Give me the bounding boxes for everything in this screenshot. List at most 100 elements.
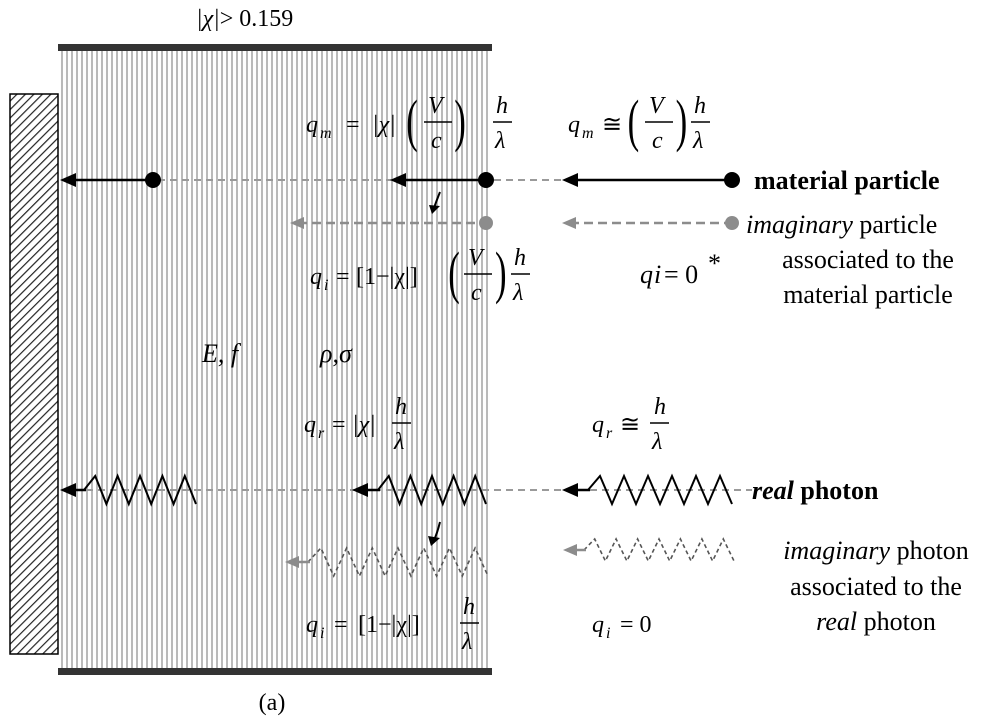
svg-text:q: q	[306, 612, 318, 638]
svg-text:q: q	[640, 260, 653, 289]
medium-slab	[58, 44, 492, 675]
svg-text:h: h	[654, 394, 666, 420]
svg-text:): )	[454, 89, 466, 153]
svg-text:h: h	[694, 93, 706, 119]
svg-text:i: i	[606, 625, 610, 642]
label-imaginary-photon-line3: real photon	[816, 607, 936, 636]
svg-text:c: c	[471, 280, 482, 306]
svg-text:*: *	[708, 249, 721, 278]
svg-text:i: i	[320, 625, 324, 642]
svg-text:(: (	[406, 89, 418, 153]
top-bar	[58, 44, 492, 51]
svg-text:q: q	[304, 412, 316, 438]
formula-qm-inside: q m = |χ| ( V c ) h λ	[306, 89, 512, 154]
imag-photon-arrowhead-outside	[563, 544, 577, 556]
svg-text:V: V	[468, 245, 485, 271]
imag-particle-dot-inside	[479, 216, 493, 230]
svg-text:(: (	[628, 89, 640, 153]
svg-text:λ: λ	[461, 629, 472, 655]
svg-text:q: q	[592, 412, 604, 438]
label-imaginary-particle-line3: material particle	[783, 280, 953, 309]
svg-text:= 0: = 0	[620, 612, 652, 638]
svg-text:[1−|χ|]: [1−|χ|]	[358, 612, 420, 638]
svg-text:h: h	[395, 394, 407, 420]
label-E-f: E, f	[201, 339, 242, 368]
svg-text:c: c	[431, 128, 442, 154]
formula-qi-photon-inside: q i = [1−|χ|] h λ	[306, 594, 479, 655]
svg-text:h: h	[463, 594, 475, 620]
svg-text:≅: ≅	[602, 112, 622, 138]
imag-photon-arrowhead-inside	[285, 556, 299, 568]
svg-text:): )	[495, 241, 507, 305]
svg-text:λ: λ	[692, 128, 703, 154]
label-imaginary-particle-line2: associated to the	[782, 245, 954, 274]
material-particle-dot-inside	[478, 172, 494, 188]
svg-text:m: m	[320, 125, 332, 142]
imag-particle-arrowhead-inside	[290, 217, 304, 229]
svg-text:h: h	[496, 93, 508, 119]
formula-qr-inside: q r = |χ| h λ	[304, 394, 411, 455]
label-imaginary-particle: imaginary particle	[746, 210, 937, 239]
label-material-particle: material particle	[754, 166, 940, 195]
svg-text:q: q	[310, 264, 322, 290]
svg-text:i: i	[654, 260, 661, 289]
svg-text:=: =	[346, 112, 360, 138]
svg-text:m: m	[582, 125, 594, 142]
svg-text:V: V	[649, 93, 666, 119]
svg-text:= 0: = 0	[664, 260, 698, 289]
hatched-wall	[9, 93, 59, 655]
photon-curl-arrowhead	[428, 536, 440, 546]
svg-text:λ: λ	[651, 429, 662, 455]
svg-text:c: c	[652, 128, 663, 154]
svg-text:q: q	[592, 612, 604, 638]
real-photon-wave-outside	[587, 473, 733, 507]
svg-text:i: i	[324, 277, 328, 294]
real-photon-arrowhead-outside	[562, 483, 578, 497]
label-real-photon: real photon	[752, 476, 879, 505]
svg-text:≅: ≅	[620, 412, 640, 438]
svg-text:q: q	[568, 112, 580, 138]
material-arrowhead-inside	[390, 173, 406, 187]
svg-text:=: =	[332, 412, 346, 438]
imag-photon-wave-inside	[307, 546, 489, 578]
svg-text:|χ|: |χ|	[352, 412, 376, 438]
label-imaginary-photon: imaginary photon	[783, 536, 969, 565]
svg-text:|χ|: |χ|	[372, 112, 396, 138]
material-arrowhead-wall	[60, 173, 76, 187]
svg-text:r: r	[318, 425, 325, 442]
real-photon-arrowhead-wall	[60, 483, 76, 497]
real-photon-wave-wall	[83, 473, 197, 507]
material-particle-dot-wall	[145, 172, 161, 188]
material-particle-dot-outside	[724, 172, 740, 188]
imag-photon-wave-outside	[583, 537, 735, 563]
svg-text:V: V	[428, 93, 445, 119]
label-rho-sigma: ρ,σ	[319, 339, 353, 368]
svg-text:): )	[676, 89, 688, 153]
caption: (a)	[259, 690, 286, 716]
svg-text:q: q	[306, 112, 318, 138]
label-imaginary-photon-line2: associated to the	[790, 572, 962, 601]
formula-qr-outside: q r ≅ h λ	[592, 394, 669, 455]
top-condition: |χ|> 0.159	[196, 6, 293, 32]
material-arrowhead-outside	[562, 173, 578, 187]
svg-text:=: =	[334, 612, 348, 638]
svg-text:r: r	[606, 425, 613, 442]
svg-text:λ: λ	[512, 280, 523, 306]
formula-qi-particle-inside: q i = [1−|χ|] ( V c ) h λ	[310, 241, 530, 306]
svg-text:λ: λ	[393, 429, 404, 455]
formula-qi-particle-outside: q i = 0 *	[640, 249, 721, 289]
material-curl-arrowhead	[429, 205, 440, 214]
svg-text:=: =	[336, 264, 350, 290]
real-photon-wave-inside	[377, 473, 487, 507]
svg-text:h: h	[514, 245, 526, 271]
svg-text:λ: λ	[494, 128, 505, 154]
real-photon-arrowhead-inside	[352, 483, 368, 497]
imag-particle-arrowhead-outside	[562, 217, 576, 229]
medium-stripes	[61, 51, 488, 668]
bottom-bar	[58, 668, 492, 675]
formula-qi-photon-outside: q i = 0	[592, 612, 652, 642]
svg-text:[1−|χ|]: [1−|χ|]	[356, 264, 418, 290]
svg-text:(: (	[448, 241, 460, 305]
formula-qm-outside: q m ≅ ( V c ) h λ	[568, 89, 710, 154]
